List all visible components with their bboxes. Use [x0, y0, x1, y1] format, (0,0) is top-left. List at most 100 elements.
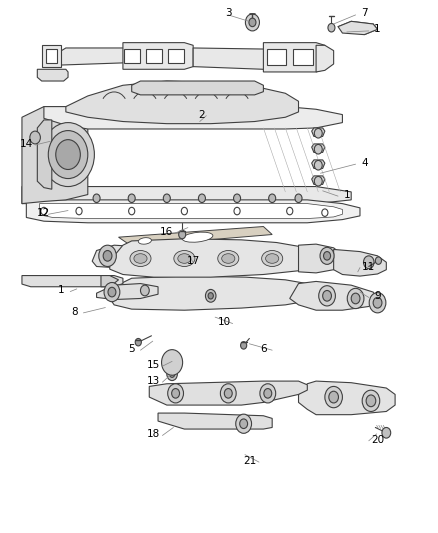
- Circle shape: [372, 297, 381, 308]
- Circle shape: [167, 357, 176, 368]
- Circle shape: [318, 286, 335, 306]
- Polygon shape: [311, 160, 324, 168]
- Circle shape: [321, 209, 327, 216]
- Circle shape: [319, 247, 333, 264]
- Circle shape: [314, 128, 321, 138]
- Polygon shape: [289, 281, 377, 310]
- Polygon shape: [22, 187, 350, 204]
- Text: 1: 1: [373, 25, 380, 34]
- Text: 2: 2: [198, 110, 205, 119]
- Circle shape: [324, 386, 342, 408]
- Circle shape: [346, 288, 363, 309]
- Text: 14: 14: [20, 139, 33, 149]
- Circle shape: [259, 384, 275, 403]
- Circle shape: [239, 419, 247, 429]
- Polygon shape: [298, 244, 342, 273]
- Polygon shape: [22, 276, 123, 287]
- Text: 16: 16: [160, 227, 173, 237]
- Polygon shape: [298, 381, 394, 415]
- Ellipse shape: [134, 254, 147, 263]
- Circle shape: [374, 257, 381, 264]
- Polygon shape: [311, 128, 324, 136]
- Circle shape: [368, 293, 385, 313]
- Text: 21: 21: [243, 456, 256, 466]
- Circle shape: [108, 287, 116, 297]
- Circle shape: [224, 389, 232, 398]
- Polygon shape: [123, 43, 193, 69]
- Ellipse shape: [217, 251, 238, 266]
- Polygon shape: [118, 227, 272, 246]
- Circle shape: [235, 414, 251, 433]
- Circle shape: [350, 293, 359, 304]
- Circle shape: [42, 123, 94, 187]
- Circle shape: [365, 395, 375, 407]
- Circle shape: [171, 389, 179, 398]
- Polygon shape: [149, 381, 307, 405]
- Circle shape: [205, 289, 215, 302]
- Text: 20: 20: [370, 435, 383, 445]
- Polygon shape: [193, 48, 293, 69]
- Ellipse shape: [130, 251, 151, 266]
- Text: 9: 9: [373, 291, 380, 301]
- Polygon shape: [101, 276, 118, 287]
- Polygon shape: [92, 245, 131, 268]
- Circle shape: [128, 207, 134, 215]
- Circle shape: [103, 251, 112, 261]
- Ellipse shape: [221, 254, 234, 263]
- Circle shape: [198, 194, 205, 203]
- Circle shape: [314, 176, 321, 186]
- Text: 4: 4: [360, 158, 367, 167]
- Text: 1: 1: [58, 286, 65, 295]
- Polygon shape: [37, 69, 68, 81]
- Polygon shape: [26, 200, 359, 223]
- Text: 1: 1: [343, 190, 350, 199]
- Circle shape: [328, 391, 338, 403]
- Polygon shape: [145, 49, 161, 63]
- Polygon shape: [96, 284, 158, 300]
- Circle shape: [161, 350, 182, 375]
- Text: 6: 6: [259, 344, 266, 354]
- Circle shape: [327, 23, 334, 32]
- Polygon shape: [293, 49, 312, 65]
- Circle shape: [233, 194, 240, 203]
- Polygon shape: [337, 21, 377, 35]
- Polygon shape: [158, 413, 272, 429]
- Polygon shape: [266, 49, 286, 65]
- Text: 3: 3: [224, 9, 231, 18]
- Circle shape: [322, 290, 331, 301]
- Circle shape: [56, 140, 80, 169]
- Ellipse shape: [173, 251, 194, 266]
- Circle shape: [233, 207, 240, 215]
- Ellipse shape: [182, 232, 212, 242]
- Circle shape: [286, 207, 292, 215]
- Polygon shape: [53, 48, 140, 65]
- Circle shape: [99, 245, 116, 266]
- Polygon shape: [22, 107, 88, 204]
- Text: 10: 10: [217, 318, 230, 327]
- Text: 5: 5: [128, 344, 135, 354]
- Polygon shape: [44, 107, 342, 129]
- Circle shape: [164, 353, 179, 372]
- Text: 8: 8: [71, 307, 78, 317]
- Circle shape: [178, 230, 185, 239]
- Circle shape: [93, 194, 100, 203]
- Text: 12: 12: [37, 208, 50, 218]
- Text: 15: 15: [147, 360, 160, 370]
- Circle shape: [167, 384, 183, 403]
- Circle shape: [181, 207, 187, 215]
- Circle shape: [323, 252, 330, 260]
- Text: 13: 13: [147, 376, 160, 386]
- Polygon shape: [315, 45, 333, 72]
- Ellipse shape: [177, 254, 191, 263]
- Circle shape: [135, 338, 141, 346]
- Circle shape: [240, 342, 246, 349]
- Polygon shape: [333, 249, 385, 276]
- Polygon shape: [42, 45, 61, 67]
- Polygon shape: [46, 49, 57, 63]
- Polygon shape: [311, 144, 324, 152]
- Circle shape: [263, 389, 271, 398]
- Circle shape: [248, 18, 255, 27]
- Circle shape: [220, 384, 236, 403]
- Circle shape: [48, 131, 88, 179]
- Circle shape: [128, 194, 135, 203]
